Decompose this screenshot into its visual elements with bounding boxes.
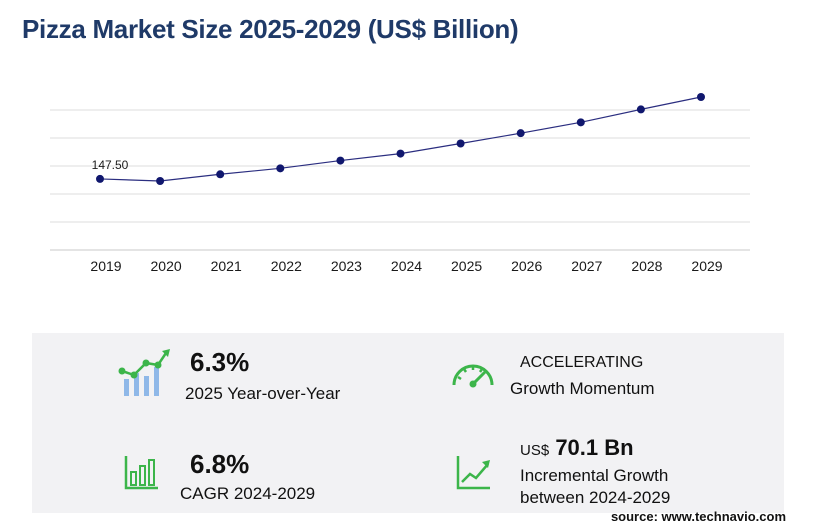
- incremental-label-line1: Incremental Growth: [520, 466, 669, 485]
- data-point: [396, 149, 405, 158]
- momentum-label: Growth Momentum: [510, 379, 655, 398]
- line-chart: 2019 2020 2021 2022 2023 2024 2025 2026 2027 2028…: [50, 92, 750, 274]
- x-tick-label: 2026: [511, 258, 542, 274]
- data-point: [156, 176, 165, 185]
- incremental-label-line2: between 2024-2029: [520, 488, 671, 507]
- chart-title: Pizza Market Size 2025-2029 (US$ Billion…: [22, 14, 519, 44]
- growth-bars-icon: [118, 349, 170, 396]
- data-point: [336, 156, 345, 165]
- data-point: [216, 170, 225, 179]
- x-tick-label: 2025: [451, 258, 482, 274]
- x-tick-label: 2023: [331, 258, 362, 274]
- x-tick-label: 2020: [151, 258, 182, 274]
- x-tick-label: 2028: [631, 258, 662, 274]
- bar-chart-icon: [124, 456, 158, 490]
- data-point: [276, 164, 285, 173]
- data-point: [456, 139, 465, 148]
- data-label: 147.50: [92, 158, 129, 172]
- data-points: [96, 92, 705, 185]
- grid-lines: [50, 109, 750, 251]
- x-tick-label: 2027: [571, 258, 602, 274]
- x-tick-label: 2024: [391, 258, 422, 274]
- data-point: [697, 92, 705, 101]
- cagr-label: CAGR 2024-2029: [180, 484, 316, 503]
- kpi-panel: 6.3% 2025 Year-over-Year ACCELERATING Gr…: [32, 333, 784, 513]
- speedometer-icon: [452, 364, 494, 388]
- data-point: [516, 129, 525, 138]
- data-point: [636, 105, 645, 114]
- data-point: [576, 118, 585, 127]
- incremental-value-row: US$ 70.1 Bn: [520, 435, 634, 461]
- x-tick-label: 2022: [271, 258, 302, 274]
- data-point: [96, 174, 104, 183]
- trend-line-icon: [456, 456, 490, 490]
- data-labels: 147.50: [92, 158, 129, 172]
- x-tick-label: 2029: [691, 258, 722, 274]
- x-tick-labels: 2019 2020 2021 2022 2023 2024 2025 2026 2027 2028…: [90, 258, 722, 274]
- source-credit: source: www.technavio.com: [610, 509, 786, 524]
- momentum-value: ACCELERATING: [520, 354, 644, 371]
- x-tick-label: 2019: [90, 258, 121, 274]
- incremental-value: 70.1 Bn: [555, 435, 634, 460]
- cagr-value: 6.8%: [190, 449, 250, 479]
- x-tick-label: 2021: [211, 258, 242, 274]
- yoy-label: 2025 Year-over-Year: [185, 384, 341, 403]
- incremental-currency: US$: [520, 442, 550, 459]
- yoy-value: 6.3%: [190, 347, 250, 377]
